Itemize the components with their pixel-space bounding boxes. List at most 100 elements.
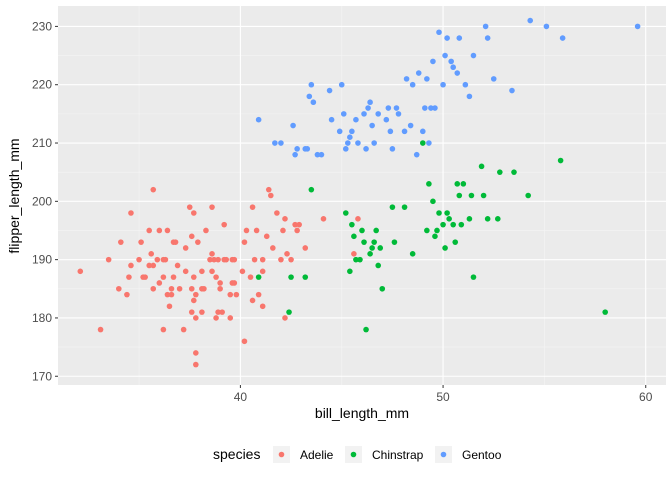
point-chinstrap: [480, 192, 487, 199]
point-gentoo: [349, 128, 355, 135]
point-gentoo: [361, 111, 367, 117]
point-adelie: [180, 326, 187, 333]
point-chinstrap: [442, 245, 448, 251]
point-gentoo: [432, 105, 438, 111]
point-chinstrap: [426, 181, 432, 187]
point-gentoo: [255, 116, 262, 123]
point-chinstrap: [468, 192, 475, 199]
point-chinstrap: [255, 274, 262, 280]
point-gentoo: [345, 140, 351, 146]
axes: 40 50 60 170 180 190 200 210 220 230: [32, 19, 653, 404]
point-gentoo: [403, 76, 410, 82]
legend-swatch-gentoo: [440, 451, 447, 458]
point-gentoo: [371, 140, 377, 146]
point-adelie: [174, 262, 181, 269]
point-adelie: [355, 216, 361, 222]
point-adelie: [294, 227, 300, 234]
point-adelie: [231, 280, 238, 286]
point-adelie: [154, 256, 161, 263]
point-chinstrap: [444, 210, 450, 216]
point-adelie: [77, 268, 84, 275]
point-gentoo: [409, 81, 416, 88]
point-gentoo: [428, 105, 434, 111]
point-adelie: [190, 297, 197, 304]
point-adelie: [217, 280, 223, 286]
point-gentoo: [336, 128, 343, 135]
point-adelie: [201, 285, 207, 292]
point-chinstrap: [557, 157, 564, 164]
point-gentoo: [462, 81, 469, 88]
point-adelie: [193, 350, 199, 356]
point-adelie: [199, 268, 205, 275]
point-adelie: [284, 251, 290, 257]
point-gentoo: [401, 128, 408, 135]
point-adelie: [209, 251, 215, 257]
point-adelie: [296, 221, 302, 228]
point-chinstrap: [359, 227, 365, 234]
point-gentoo: [318, 151, 325, 158]
point-chinstrap: [602, 309, 608, 315]
point-gentoo: [484, 35, 491, 41]
point-adelie: [182, 268, 189, 275]
point-chinstrap: [432, 233, 438, 240]
y-tick-label: 210: [32, 136, 52, 150]
point-adelie: [270, 245, 276, 251]
point-adelie: [219, 309, 225, 315]
y-tick-label: 230: [32, 19, 52, 33]
point-chinstrap: [375, 262, 382, 269]
point-gentoo: [393, 105, 400, 111]
legend-swatch-chinstrap: [350, 451, 357, 458]
point-chinstrap: [401, 204, 408, 210]
point-adelie: [259, 303, 266, 310]
point-gentoo: [278, 140, 284, 146]
point-adelie: [164, 291, 171, 298]
point-adelie: [268, 192, 274, 199]
point-chinstrap: [434, 227, 440, 234]
point-gentoo: [413, 151, 420, 158]
point-adelie: [221, 221, 227, 228]
point-chinstrap: [302, 274, 309, 280]
point-gentoo: [294, 146, 300, 152]
point-gentoo: [338, 81, 345, 88]
point-adelie: [241, 239, 248, 245]
point-adelie: [160, 274, 167, 280]
y-axis-title: flipper_length_mm: [6, 138, 22, 253]
point-adelie: [193, 361, 199, 368]
point-gentoo: [466, 93, 473, 100]
point-gentoo: [363, 146, 369, 152]
point-gentoo: [328, 116, 335, 123]
point-adelie: [227, 291, 234, 298]
point-chinstrap: [456, 192, 463, 199]
point-gentoo: [454, 70, 461, 76]
point-gentoo: [634, 23, 641, 30]
point-gentoo: [490, 76, 497, 82]
point-gentoo: [383, 116, 390, 123]
point-adelie: [170, 274, 177, 280]
point-chinstrap: [436, 210, 442, 216]
point-adelie: [160, 326, 167, 333]
point-adelie: [302, 245, 309, 251]
point-gentoo: [395, 111, 402, 117]
point-chinstrap: [286, 309, 292, 315]
point-adelie: [213, 315, 219, 321]
point-chinstrap: [460, 181, 467, 187]
point-adelie: [105, 256, 112, 263]
point-gentoo: [304, 146, 311, 152]
point-gentoo: [509, 87, 515, 94]
point-adelie: [223, 256, 230, 263]
point-gentoo: [310, 99, 317, 106]
point-chinstrap: [377, 245, 384, 251]
point-gentoo: [308, 81, 315, 88]
point-adelie: [148, 251, 155, 257]
point-adelie: [188, 233, 195, 240]
point-chinstrap: [351, 233, 357, 240]
point-adelie: [166, 303, 173, 310]
point-adelie: [243, 227, 250, 234]
point-chinstrap: [446, 216, 452, 222]
point-chinstrap: [450, 221, 457, 228]
point-adelie: [150, 186, 157, 193]
point-gentoo: [559, 35, 566, 41]
point-gentoo: [442, 52, 448, 59]
point-gentoo: [272, 140, 278, 146]
